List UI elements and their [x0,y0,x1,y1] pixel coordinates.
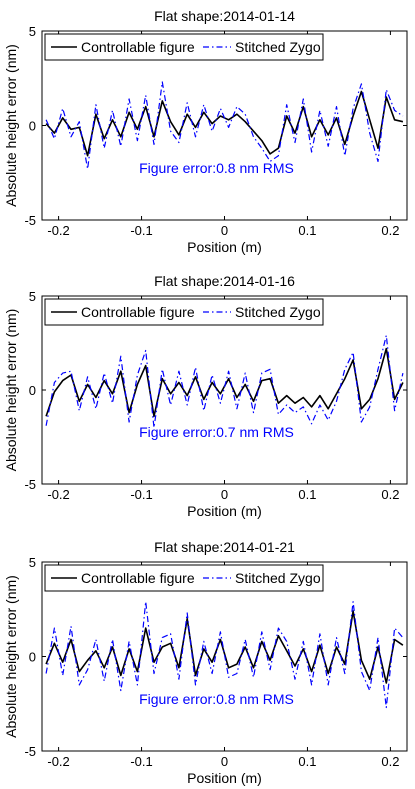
y-axis-label: Absolute height error (nm) [3,44,19,207]
x-tick-label: -0.2 [47,223,69,238]
chart-panel-3: Flat shape:2014-01-21 -0.2 -0.1 0 0.1 0.2 5 0 -5… [3,539,408,786]
legend-box [44,33,324,61]
plot-frame [41,295,408,485]
x-tick-label: 0.2 [381,487,399,502]
series-line-zygo [45,601,404,709]
x-tick-label: 0.2 [381,754,399,769]
legend: Controllable figure Stitched Zygo [44,564,324,592]
legend: Controllable figure Stitched Zygo [44,298,324,326]
x-tick-label: -0.1 [130,754,152,769]
x-tick-label: 0 [221,754,228,769]
rms-annotation: Figure error:0.8 nm RMS [139,691,294,707]
rms-annotation: Figure error:0.7 nm RMS [139,424,294,440]
x-tick-label: 0 [221,487,228,502]
y-tick-label: 0 [29,650,36,665]
chart-panel-2: Flat shape:2014-01-16 -0.2 -0.1 0 0.1 0.2 5 0 -5… [3,273,408,519]
plot-frame [41,561,408,752]
x-tick-label: 0.1 [298,223,316,238]
y-tick-label: -5 [24,213,36,228]
legend-label-zygo: Stitched Zygo [235,304,321,320]
rms-annotation: Figure error:0.8 nm RMS [139,160,294,176]
legend-label-controllable: Controllable figure [81,304,195,320]
y-axis-label: Absolute height error (nm) [3,309,19,472]
x-tick-label: -0.1 [130,487,152,502]
series-line-zygo [45,81,404,170]
y-axis-label: Absolute height error (nm) [3,575,19,738]
x-tick-label: 0.1 [298,754,316,769]
y-tick-label: -5 [24,477,36,492]
x-tick-label: -0.2 [47,754,69,769]
legend-label-controllable: Controllable figure [81,570,195,586]
x-axis-label: Position (m) [187,503,262,519]
y-tick-label: 0 [29,119,36,134]
plot-frame [41,30,408,221]
legend-box [44,564,324,592]
x-axis-label: Position (m) [187,770,262,786]
series-line-controllable [45,610,404,684]
chart-title: Flat shape:2014-01-16 [154,273,295,289]
x-tick-label: 0 [221,223,228,238]
x-axis-label: Position (m) [187,239,262,255]
x-tick-label: -0.1 [130,223,152,238]
y-tick-label: -5 [24,744,36,759]
y-tick-label: 0 [29,383,36,398]
legend-label-controllable: Controllable figure [81,39,195,55]
y-tick-label: 5 [29,24,36,39]
chart-title: Flat shape:2014-01-14 [154,8,295,24]
legend-box [44,298,324,326]
legend-label-zygo: Stitched Zygo [235,570,321,586]
y-tick-label: 5 [29,289,36,304]
legend: Controllable figure Stitched Zygo [44,33,324,61]
x-tick-label: 0.1 [298,487,316,502]
chart-title: Flat shape:2014-01-21 [154,539,295,555]
x-tick-label: -0.2 [47,487,69,502]
chart-panel-1: Flat shape:2014-01-14 -0.2 -0.1 0 0.1 0.2 5 0 -5… [3,8,408,255]
series-line-zygo [45,334,404,429]
x-tick-label: 0.2 [381,223,399,238]
legend-label-zygo: Stitched Zygo [235,39,321,55]
y-tick-label: 5 [29,555,36,570]
